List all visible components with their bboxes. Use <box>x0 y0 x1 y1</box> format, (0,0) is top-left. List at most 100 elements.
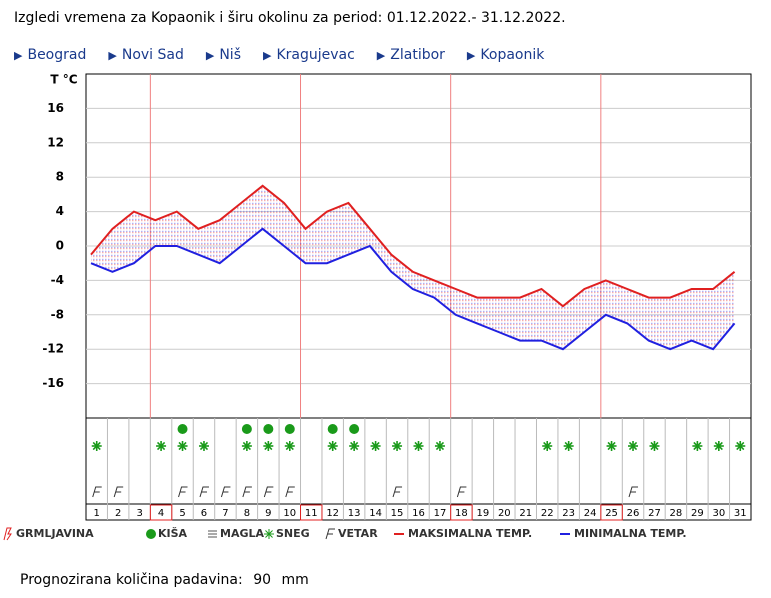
day-label: 20 <box>498 508 511 519</box>
temp-line <box>90 227 736 351</box>
y-axis-label: T °C <box>50 73 77 87</box>
snow-icon <box>392 441 403 451</box>
snow-icon <box>606 441 617 451</box>
nav-arrow: ▶ <box>108 49 117 62</box>
nav-arrow: ▶ <box>14 49 23 62</box>
nav-link[interactable]: Kragujevac <box>276 47 355 63</box>
legend-label: MAGLA <box>220 527 264 540</box>
wind-icon <box>263 486 274 498</box>
day-label: 4 <box>158 508 164 519</box>
wind-icon <box>178 486 188 498</box>
snow-icon <box>563 441 574 451</box>
snow-icon <box>284 441 295 451</box>
legend-label: GRMLJAVINA <box>16 527 94 540</box>
nav-link[interactable]: Novi Sad <box>121 47 184 63</box>
legend: GRMLJAVINA KIŠA MAGLA SNEG VETAR MAKSIMALNA T… <box>3 527 687 541</box>
snow-stroke <box>564 441 573 451</box>
day-label: 17 <box>434 508 447 519</box>
nav-arrow: ▶ <box>376 49 386 62</box>
snow-icon <box>542 441 553 451</box>
day-label: 29 <box>691 508 704 519</box>
wind-icon <box>392 486 403 498</box>
day-label: 12 <box>326 508 339 519</box>
day-label: 21 <box>519 508 532 519</box>
footer-value: 90 <box>253 572 272 588</box>
legend-icon <box>325 528 335 540</box>
snow-icon <box>327 441 338 451</box>
nav-arrow: ▶ <box>466 49 476 62</box>
y-tick-label: 12 <box>47 135 64 149</box>
day-label: 15 <box>391 508 404 519</box>
day-label: 19 <box>476 508 489 519</box>
snow-stroke <box>264 441 273 451</box>
snow-stroke <box>328 441 337 451</box>
snow-icon <box>692 441 703 451</box>
day-label: 30 <box>712 508 725 519</box>
snow-icon <box>628 441 639 451</box>
temp-line <box>90 184 736 308</box>
legend-label: MINIMALNA TEMP. <box>574 527 687 540</box>
y-tick-label: 0 <box>56 239 64 253</box>
day-label: 11 <box>305 508 318 519</box>
legend-icon <box>265 530 273 538</box>
nav-arrow: ▶ <box>262 49 272 62</box>
snow-stroke <box>199 441 209 451</box>
wind-icon <box>456 486 467 498</box>
wind-icon <box>220 486 231 498</box>
footer-label: Prognozirana količina padavina: <box>20 572 243 588</box>
day-label: 3 <box>136 508 142 519</box>
snow-icon <box>91 441 102 451</box>
rain-icon <box>241 424 252 434</box>
y-tick-label: 8 <box>56 170 64 184</box>
snow-stroke <box>607 441 616 451</box>
y-tick-label: -12 <box>42 342 64 356</box>
snow-icon <box>370 441 381 451</box>
legend-label: VETAR <box>338 527 378 540</box>
rain-icon <box>327 424 338 434</box>
day-highlight <box>450 504 473 521</box>
day-label: 5 <box>179 508 185 519</box>
legend-icon <box>3 527 12 541</box>
rain-icon <box>177 424 188 434</box>
snow-stroke <box>178 441 187 451</box>
wind-icon <box>628 486 639 498</box>
day-label: 13 <box>348 508 361 519</box>
wind-icon <box>199 486 209 498</box>
nav-link[interactable]: Niš <box>219 47 241 63</box>
snow-stroke <box>714 441 723 451</box>
day-label: 10 <box>283 508 296 519</box>
day-label: 22 <box>541 508 554 519</box>
snow-stroke <box>693 441 702 451</box>
snow-stroke <box>92 441 101 451</box>
legend-label: MAKSIMALNA TEMP. <box>408 527 532 540</box>
day-label: 31 <box>734 508 747 519</box>
rain-icon <box>349 424 360 434</box>
day-highlight <box>149 504 173 521</box>
temp-band <box>91 185 735 350</box>
snow-icon <box>349 441 360 451</box>
day-label: 28 <box>670 508 683 519</box>
snow-icon <box>156 441 167 451</box>
nav-link[interactable]: Zlatibor <box>390 47 445 63</box>
nav-link[interactable]: Beograd <box>27 47 87 63</box>
snow-stroke <box>414 441 423 451</box>
day-label: 6 <box>201 508 207 519</box>
snow-stroke <box>350 441 359 451</box>
day-highlight <box>300 504 323 521</box>
snow-icon <box>649 441 660 451</box>
day-label: 26 <box>627 508 640 519</box>
footer: Prognozirana količina padavina: 90 mm <box>20 572 315 588</box>
rain-icon <box>284 424 295 434</box>
day-label: 14 <box>369 508 382 519</box>
snow-stroke <box>543 441 552 451</box>
snow-icon <box>263 441 274 451</box>
snow-stroke <box>371 441 380 451</box>
rain-icon <box>263 424 274 434</box>
snow-stroke <box>285 441 294 451</box>
page-title: Izgledi vremena za Kopaonik i širu okoli… <box>14 10 566 26</box>
nav-link[interactable]: Kopaonik <box>480 47 545 63</box>
snow-stroke <box>392 441 402 451</box>
snow-stroke <box>628 441 638 451</box>
y-tick-label: -8 <box>51 307 64 321</box>
wind-icon <box>92 486 102 498</box>
